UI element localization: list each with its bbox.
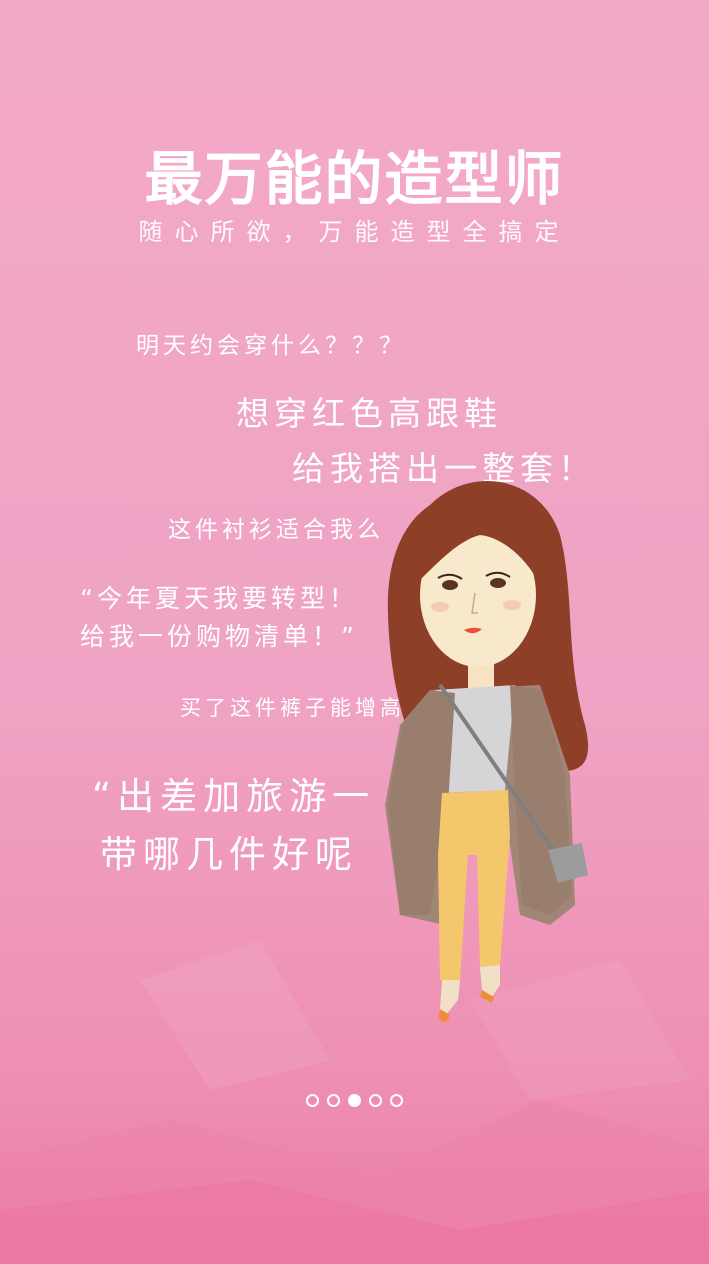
quote-shirt: 这件衬衫适合我么: [168, 517, 384, 543]
page-subtitle: 随心所欲，万能造型全搞定: [138, 218, 571, 246]
quote-travel-line1: “出差加旅游一: [92, 775, 376, 818]
quote-red-heels-line2: 给我搭出一整套！: [292, 449, 596, 488]
page-dot-1[interactable]: [306, 1094, 319, 1107]
girl-character-illustration: [385, 481, 589, 1023]
quote-date-outfit: 明天约会穿什么？？？: [136, 333, 406, 359]
page-dot-2[interactable]: [327, 1094, 340, 1107]
quote-travel-line2: 带哪几件好呢: [100, 833, 358, 876]
quote-red-heels-line1: 想穿红色高跟鞋: [236, 394, 502, 433]
page-indicator: [0, 1094, 709, 1107]
quote-summer: “今年夏天我要转型！ 给我一份购物清单！”: [80, 580, 358, 656]
page-dot-5[interactable]: [390, 1094, 403, 1107]
quote-summer-line2: 给我一份购物清单！”: [80, 622, 358, 651]
quote-red-heels: 想穿红色高跟鞋 给我搭出一整套！: [236, 386, 596, 496]
page-dot-4[interactable]: [369, 1094, 382, 1107]
quote-travel: “出差加旅游一 带哪几件好呢: [92, 768, 375, 884]
quote-summer-line1: “今年夏天我要转型！: [80, 584, 358, 613]
page-title: 最万能的造型师: [144, 145, 565, 213]
page-dot-3-active[interactable]: [348, 1094, 361, 1107]
